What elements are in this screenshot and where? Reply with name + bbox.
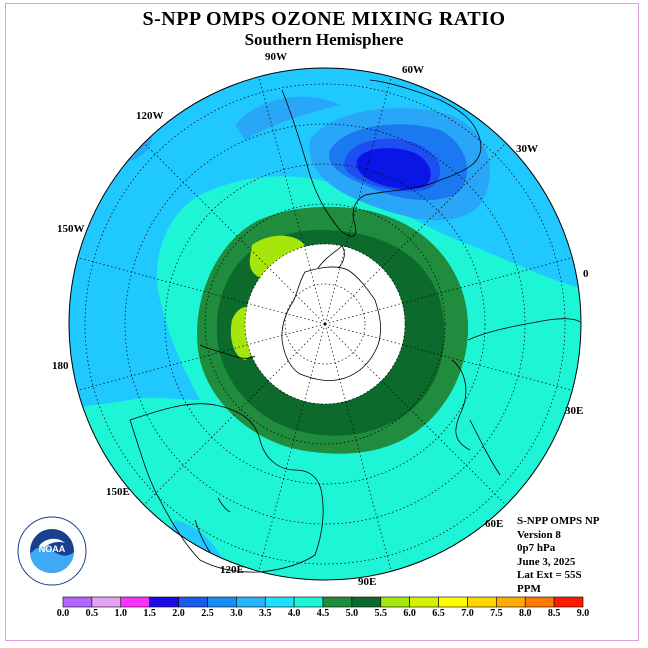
field-band-1.0-1.5 — [356, 148, 431, 189]
colorbar-swatch — [62, 596, 93, 608]
lon-label-60e: 60E — [485, 518, 504, 530]
info-instrument: S-NPP OMPS NP — [517, 515, 600, 527]
logo-wordmark: NOAA — [39, 544, 66, 554]
colorbar — [62, 596, 584, 608]
colorbar-swatch — [91, 596, 122, 608]
meridian-line — [324, 76, 392, 325]
colorbar-swatch — [496, 596, 526, 608]
colorbar-swatch — [351, 596, 382, 608]
noaa-logo: NOAA — [17, 516, 87, 586]
colorbar-swatch — [293, 596, 324, 608]
meridian-line — [324, 142, 507, 325]
colorbar-tick-label: 3.0 — [230, 608, 243, 619]
colorbar-swatch — [553, 596, 584, 608]
meridian-line — [324, 323, 507, 506]
lon-label-30e: 30E — [565, 405, 584, 417]
product-info: S-NPP OMPS NP Version 8 0p7 hPa June 3, … — [517, 515, 600, 596]
south-america-outline — [281, 79, 482, 237]
lon-label-0: 0 — [583, 268, 589, 280]
meridian-line — [143, 323, 326, 506]
info-version: Version 8 — [517, 528, 561, 541]
colorbar-tick-label: 8.5 — [547, 608, 561, 619]
colorbar-tick-label: 9.0 — [576, 608, 590, 619]
colorbar-swatch — [149, 596, 179, 608]
colorbar-swatch — [438, 596, 468, 608]
colorbar-swatch — [524, 596, 555, 608]
colorbar-tick-label: 4.5 — [316, 608, 330, 619]
colorbar-tick-label: 2.5 — [201, 608, 214, 619]
chart-subtitle: Southern Hemisphere — [244, 30, 404, 49]
colorbar-tick-label: 2.0 — [172, 608, 185, 619]
field-band-5.0-5.5-a — [249, 235, 305, 279]
colorbar-tick-label: 0.0 — [56, 608, 70, 619]
colorbar-tick-label: 0.5 — [85, 608, 99, 619]
colorbar-tick-label: 8.0 — [518, 608, 532, 619]
antarctic-peninsula — [317, 245, 345, 269]
lon-label-180: 180 — [52, 360, 69, 372]
field-band-2.5-3.0-a — [235, 96, 340, 140]
lon-label-120w: 120W — [136, 110, 164, 122]
colorbar-swatch — [322, 596, 353, 608]
south-pole-dot — [323, 322, 327, 326]
ross-ice-shelf — [199, 344, 256, 359]
colorbar-tick-label: 7.5 — [490, 608, 503, 619]
lon-label-90e: 90E — [358, 576, 377, 588]
colorbar-tick-label: 6.5 — [432, 608, 445, 619]
lon-label-150w: 150W — [57, 223, 85, 235]
colorbar-tick-label: 6.0 — [403, 608, 416, 619]
colorbar-swatch — [236, 596, 266, 608]
map-border — [68, 67, 582, 581]
info-units: PPM — [517, 582, 541, 595]
meridian-line — [143, 142, 326, 325]
colorbar-labels: 0.0 0.5 1.0 1.5 2.0 2.5 3.0 3.5 4.0 4.5 5.0 5.5 6.0 6… — [0, 608, 648, 622]
colorbar-swatch — [409, 596, 439, 608]
new-zealand-outline — [194, 497, 231, 553]
meridian-line — [258, 323, 326, 572]
colorbar-swatch — [120, 596, 150, 608]
colorbar-tick-label: 5.5 — [374, 608, 388, 619]
colorbar-tick-label: 3.5 — [258, 608, 272, 619]
lon-label-90w: 90W — [265, 51, 287, 63]
colorbar-swatch — [264, 596, 295, 608]
colorbar-tick-label: 5.0 — [345, 608, 359, 619]
colorbar-swatch — [178, 596, 208, 608]
meridian-line — [324, 257, 573, 325]
antarctica-outline — [281, 266, 381, 381]
lon-label-150e: 150E — [106, 486, 130, 498]
colorbar-swatch — [467, 596, 497, 608]
colorbar-tick-label: 1.0 — [114, 608, 128, 619]
colorbar-tick-label: 1.5 — [143, 608, 156, 619]
meridian-line — [324, 323, 392, 572]
meridian-line — [77, 257, 326, 325]
info-lat-extent: Lat Ext = 55S — [517, 569, 582, 581]
colorbar-swatch — [380, 596, 410, 608]
africa-outline — [451, 318, 581, 476]
lon-label-120e: 120E — [220, 564, 244, 576]
meridian-line — [324, 323, 573, 391]
chart-title: S-NPP OMPS OZONE MIXING RATIO — [142, 8, 506, 30]
meridian-line — [77, 323, 326, 391]
colorbar-swatch — [207, 596, 237, 608]
lon-label-60w: 60W — [402, 64, 424, 76]
info-date: June 3, 2025 — [517, 555, 576, 568]
colorbar-tick-label: 4.0 — [287, 608, 301, 619]
info-pressure-level: 0p7 hPa — [517, 542, 556, 554]
lon-label-30w: 30W — [516, 143, 538, 155]
meridian-line — [258, 76, 326, 325]
colorbar-tick-label: 7.0 — [461, 608, 474, 619]
graticule — [77, 76, 573, 572]
